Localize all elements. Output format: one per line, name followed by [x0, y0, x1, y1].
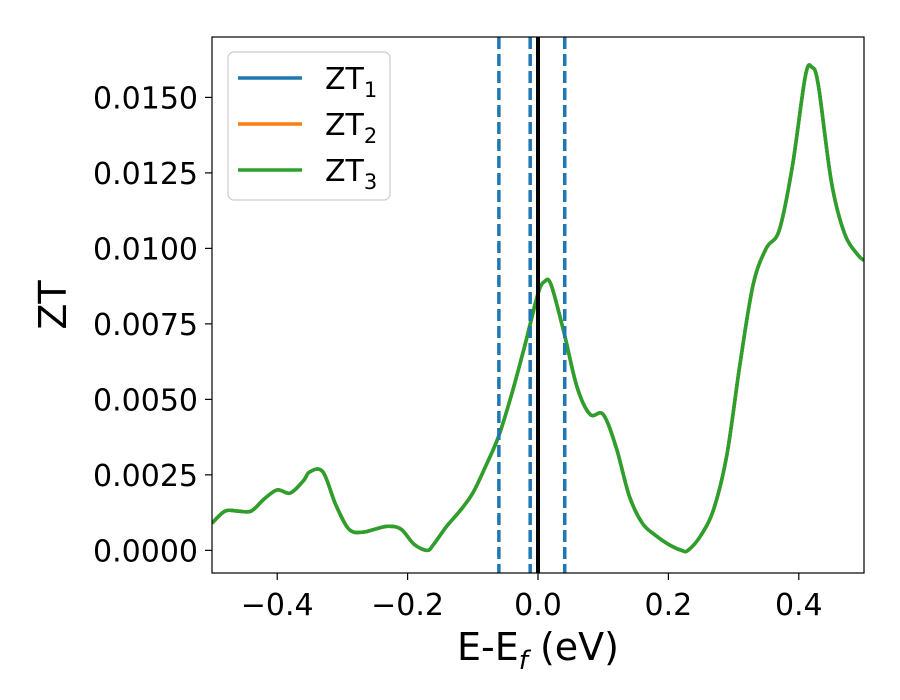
legend-label-1: ZT1 — [325, 62, 377, 102]
x-tick-label: 0.4 — [775, 588, 823, 623]
x-tick-label: 0.2 — [645, 588, 693, 623]
x-tick-label: 0.0 — [514, 588, 562, 623]
y-tick-label: 0.0100 — [93, 232, 198, 267]
x-tick-label: −0.2 — [371, 588, 444, 623]
series-line-3 — [212, 63, 864, 554]
y-tick-label: 0.0150 — [93, 81, 198, 116]
legend-label-2: ZT2 — [325, 108, 377, 148]
y-axis-label: ZT — [31, 280, 75, 330]
y-tick-label: 0.0125 — [93, 157, 198, 192]
x-tick-label: −0.4 — [241, 588, 314, 623]
y-tick-label: 0.0050 — [93, 383, 198, 418]
y-tick-label: 0.0075 — [93, 308, 198, 343]
legend-box — [227, 51, 391, 201]
y-axis: 0.0000 0.0025 0.0050 0.0075 0.0100 0.0125 0.01… — [93, 81, 212, 569]
plot-area — [212, 37, 864, 573]
x-axis-label: E-Ef (eV) — [457, 625, 619, 676]
y-tick-label: 0.0025 — [93, 459, 198, 494]
legend: ZT1 ZT2 ZT3 — [227, 51, 391, 201]
x-axis: −0.4 −0.2 0.0 0.2 0.4 — [241, 573, 823, 623]
y-tick-label: 0.0000 — [93, 534, 198, 569]
legend-label-3: ZT3 — [325, 154, 377, 194]
